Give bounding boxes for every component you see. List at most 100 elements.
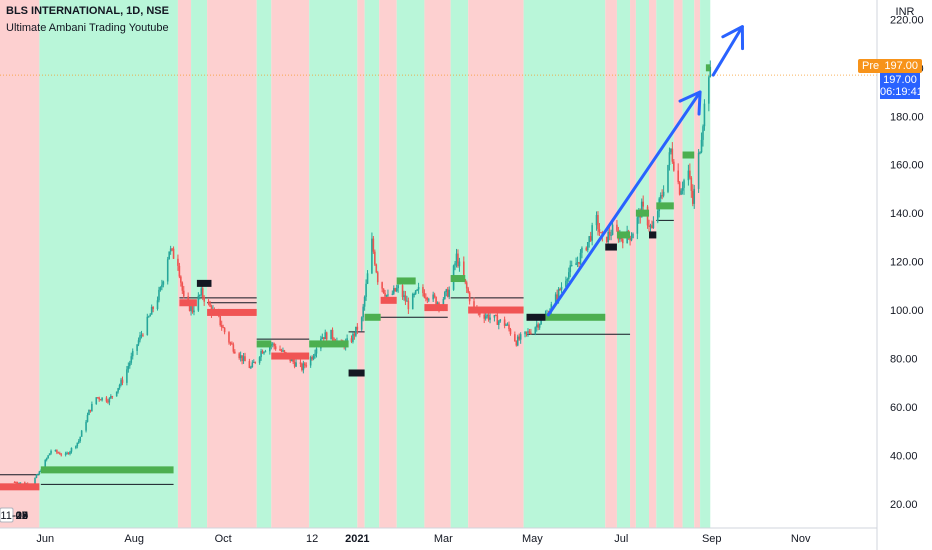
- candle-down: [467, 288, 469, 293]
- red-level-box: [468, 306, 524, 314]
- candle-down: [598, 229, 601, 233]
- candle-up: [702, 126, 704, 140]
- price-tick-label: 100.00: [890, 305, 924, 317]
- candle-down: [98, 397, 100, 400]
- candle-up: [554, 294, 557, 305]
- trend-arrow-head[interactable]: [721, 25, 745, 51]
- candle-up: [118, 384, 121, 389]
- premarket-value: 197.00: [884, 60, 918, 72]
- candle-up: [387, 294, 389, 296]
- candle-up: [290, 359, 293, 362]
- candle-up: [700, 139, 703, 153]
- candle-up: [493, 315, 496, 318]
- candle-down: [105, 397, 108, 402]
- black-level-box: [196, 279, 212, 287]
- candle-down: [238, 353, 240, 359]
- candle-up: [161, 284, 163, 288]
- candle-down: [201, 288, 204, 298]
- candle-up: [139, 335, 141, 341]
- candle-up: [484, 316, 487, 319]
- candle-up: [581, 247, 583, 253]
- price-tick-label: 220.00: [890, 14, 924, 26]
- last-price-tag: 197.00 06:19:41: [880, 73, 923, 99]
- earnings-marker-label: 2021-11-22: [0, 510, 28, 522]
- candle-down: [621, 239, 624, 244]
- candle-up: [566, 279, 569, 281]
- candle-down: [648, 225, 650, 227]
- candle-up: [86, 415, 89, 422]
- candle-up: [126, 369, 128, 383]
- bear-zone: [468, 0, 524, 528]
- candle-up: [444, 291, 446, 300]
- candle-up: [448, 289, 451, 297]
- candle-up: [140, 334, 143, 336]
- candle-up: [506, 324, 509, 326]
- candle-up: [535, 324, 538, 328]
- bear-zone: [673, 0, 683, 528]
- candle-up: [366, 273, 369, 284]
- candle-up: [80, 430, 83, 437]
- green-level-box: [656, 202, 674, 210]
- earnings-marker[interactable]: [0, 507, 14, 523]
- candle-up: [403, 295, 405, 297]
- candle-up: [668, 152, 671, 165]
- candle-up: [35, 474, 38, 478]
- candle-up: [264, 351, 267, 353]
- trend-arrows[interactable]: [546, 25, 745, 317]
- candle-up: [66, 452, 68, 454]
- candle-up: [524, 331, 526, 335]
- candle-up: [414, 290, 417, 294]
- candle-up: [314, 353, 316, 357]
- symbol-title[interactable]: BLS INTERNATIONAL, 1D, NSE: [6, 5, 169, 17]
- candle-up: [455, 253, 458, 264]
- candle-down: [515, 341, 518, 346]
- candle-down: [322, 337, 325, 340]
- candle-down: [514, 334, 516, 342]
- candle-up: [630, 238, 633, 241]
- candle-down: [605, 236, 608, 242]
- candle-down: [689, 170, 691, 178]
- candle-down: [381, 282, 383, 289]
- candle-down: [223, 327, 226, 333]
- candle-down: [468, 292, 471, 302]
- bull-zone: [616, 0, 631, 528]
- candle-down: [589, 236, 592, 241]
- trend-arrow-head[interactable]: [678, 90, 702, 116]
- candle-up: [69, 451, 71, 455]
- candle-up: [45, 458, 48, 460]
- event-markers[interactable]: 2020-05-292020-08-052020-09-102020-11-07…: [0, 507, 28, 523]
- candle-down: [678, 182, 681, 195]
- candle-down: [304, 363, 306, 366]
- candle-down: [181, 282, 184, 291]
- green-level-box: [40, 466, 174, 474]
- candle-down: [220, 325, 223, 328]
- candle-up: [365, 283, 367, 297]
- candle-up: [636, 217, 639, 234]
- candle-down: [578, 262, 580, 264]
- candle-down: [96, 397, 99, 399]
- candle-up: [115, 391, 118, 397]
- candle-down: [597, 214, 599, 230]
- candle-up: [659, 195, 662, 199]
- time-axis[interactable]: Jun Aug Oct 12 2021 Mar May Jul Sep Nov: [36, 533, 811, 545]
- bear-zone: [207, 0, 257, 528]
- candle-down: [401, 285, 404, 297]
- candle-up: [50, 450, 52, 454]
- candle-down: [177, 258, 179, 266]
- time-tick-label: May: [522, 533, 543, 545]
- trend-arrow-shaft[interactable]: [546, 90, 702, 317]
- candle-up: [458, 261, 461, 267]
- candle-up: [670, 148, 672, 153]
- candle-up: [162, 281, 165, 285]
- candle-up: [77, 441, 80, 443]
- candle-down: [372, 238, 375, 252]
- candle-up: [392, 288, 395, 294]
- trend-arrow-shaft[interactable]: [711, 25, 744, 77]
- candle-up: [391, 293, 394, 295]
- candle-up: [397, 285, 399, 289]
- candle-down: [60, 454, 63, 456]
- candle-up: [130, 356, 133, 363]
- candle-up: [442, 299, 445, 308]
- candle-down: [483, 314, 486, 319]
